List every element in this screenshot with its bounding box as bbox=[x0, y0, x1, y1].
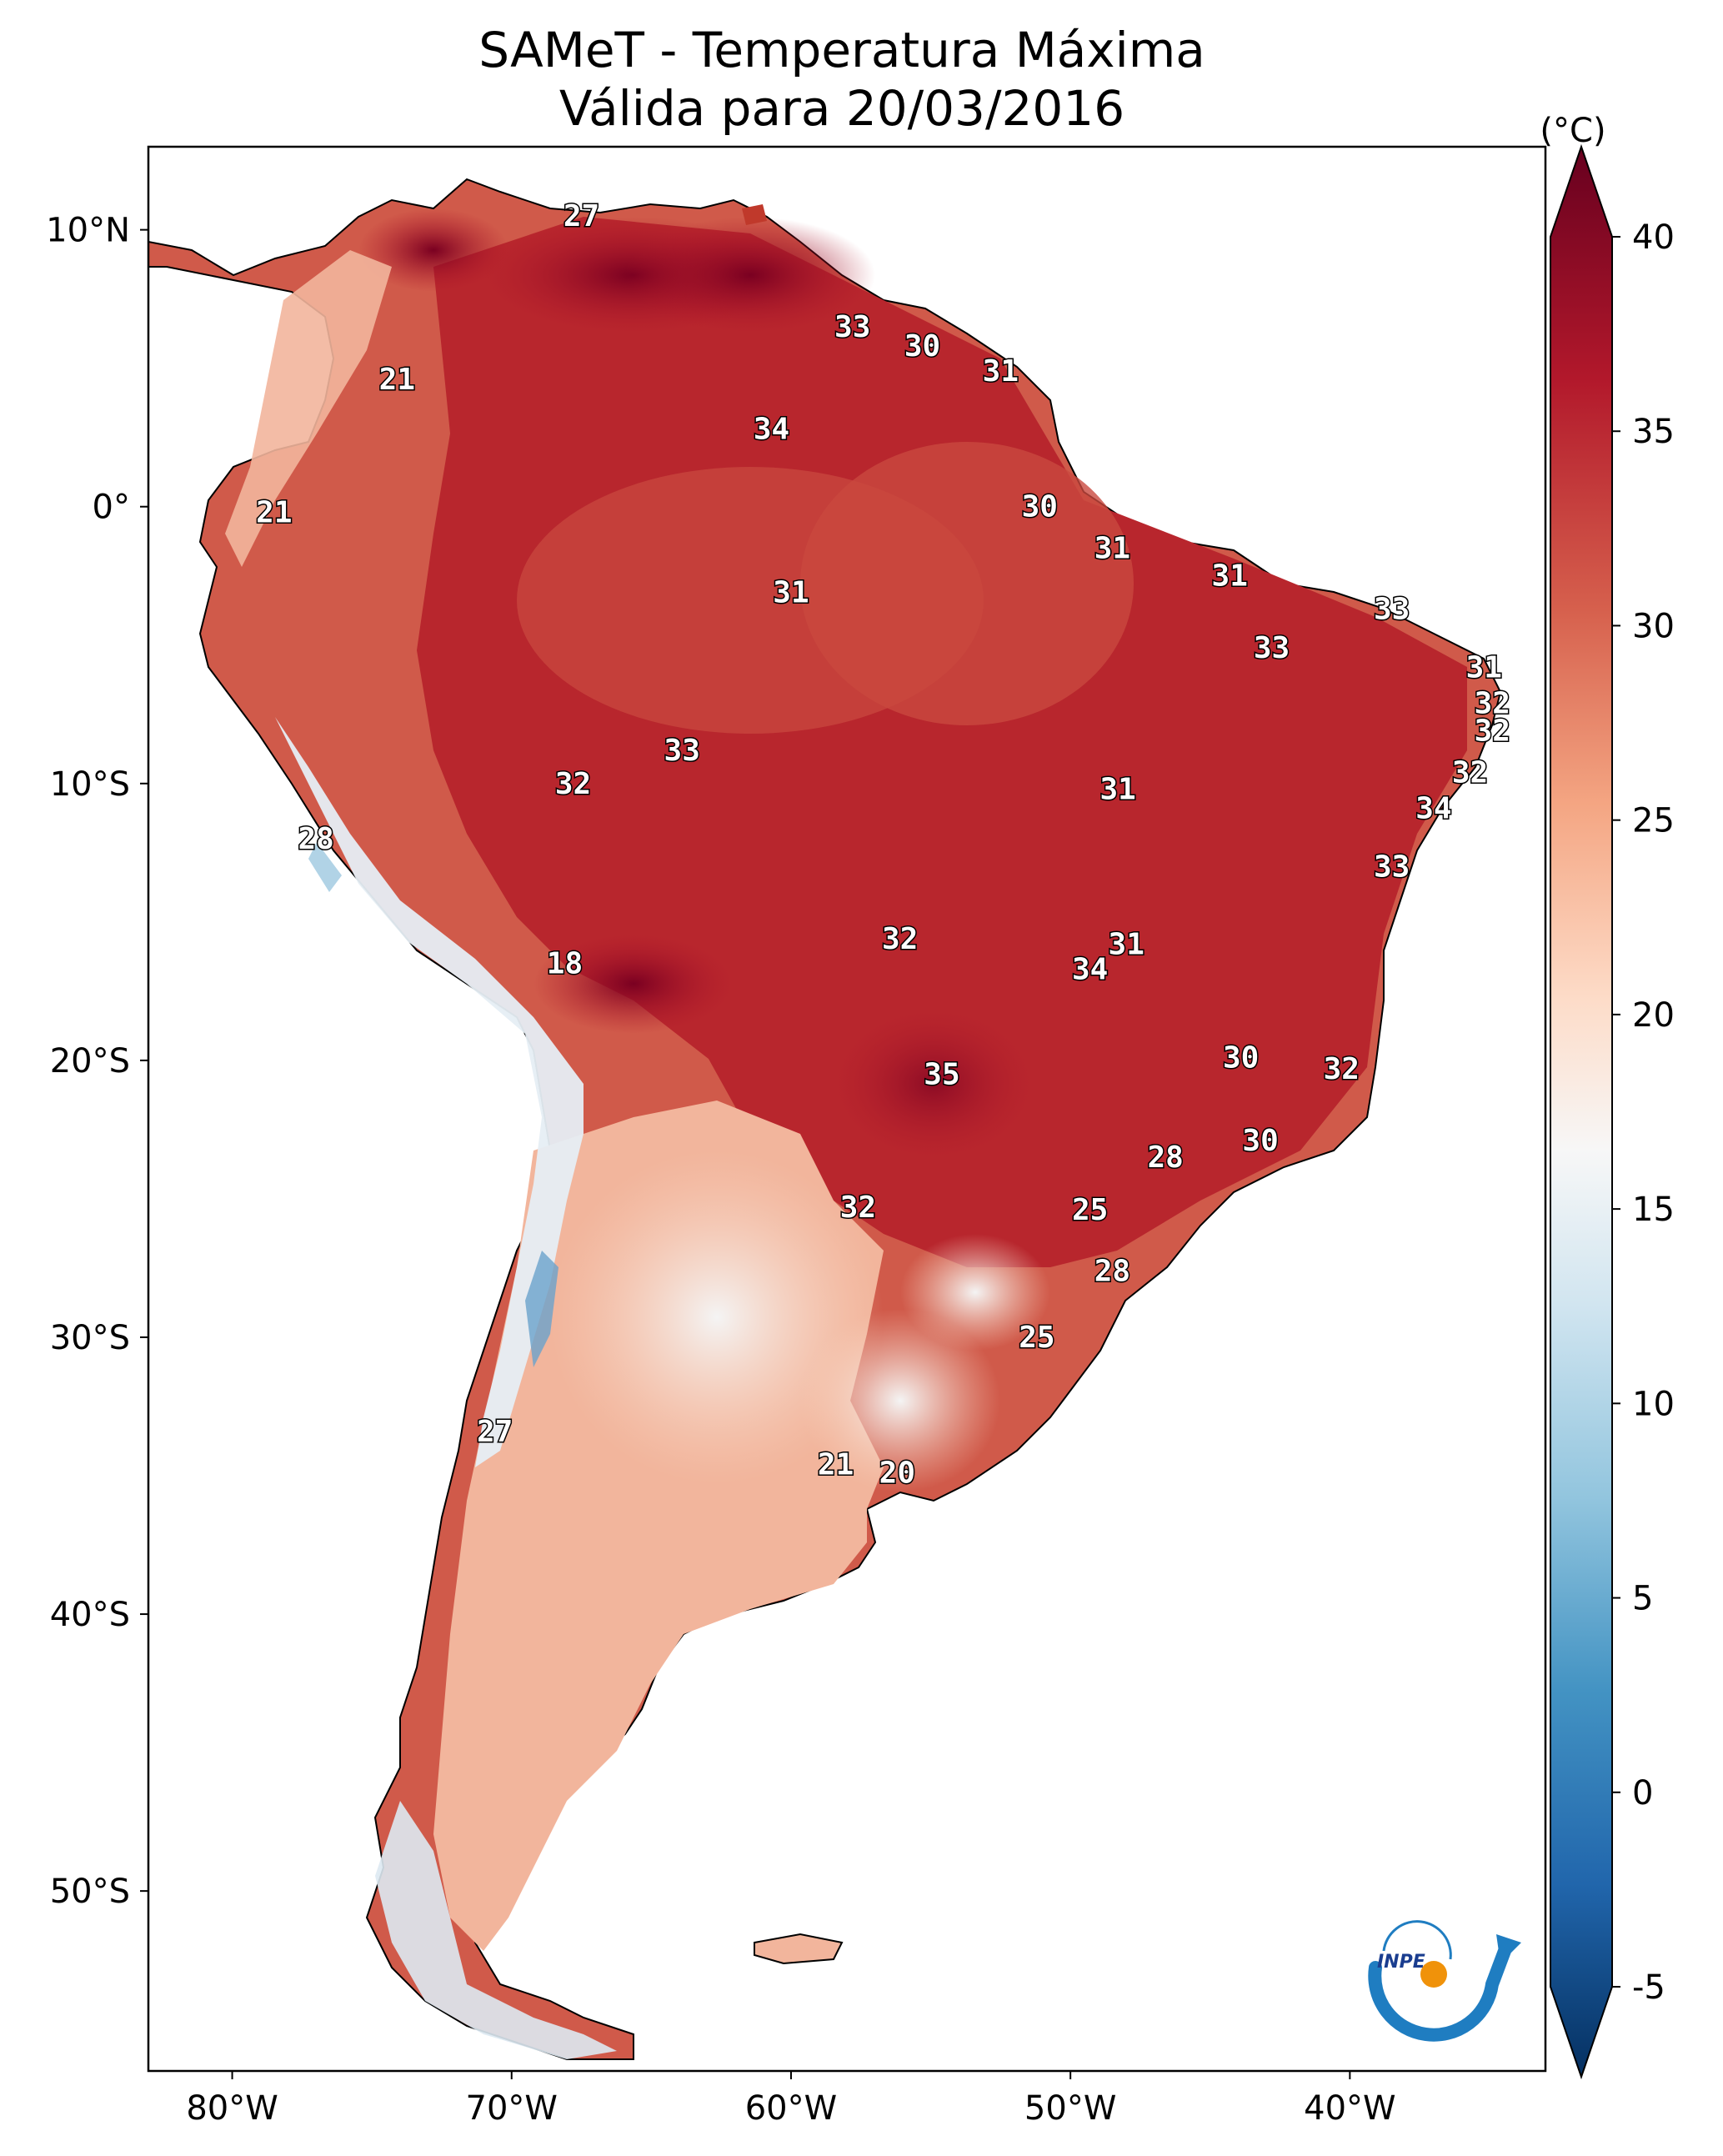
station-value-label: 32 bbox=[1475, 686, 1510, 720]
station-value-label: 31 bbox=[1099, 772, 1135, 806]
station-value-label: 33 bbox=[664, 734, 700, 768]
latitude-axis: 10°N 0° 10°S 20°S 30°S 40°S 50°S bbox=[46, 212, 148, 1911]
colorbar-tick-label: 15 bbox=[1632, 1191, 1675, 1229]
colorbar-tick-label: 30 bbox=[1632, 607, 1675, 645]
station-value-label: 32 bbox=[555, 767, 591, 801]
station-value-label: 32 bbox=[882, 922, 918, 956]
lat-tick-label: 10°N bbox=[46, 212, 130, 250]
station-value-label: 31 bbox=[983, 354, 1019, 389]
plot-border bbox=[147, 145, 1547, 2073]
lon-tick-label: 70°W bbox=[466, 2089, 558, 2128]
station-value-label: 30 bbox=[1022, 490, 1058, 524]
station-value-label: 34 bbox=[754, 413, 789, 447]
colorbar-bar bbox=[1550, 143, 1613, 2080]
station-value-label: 18 bbox=[547, 947, 583, 981]
station-value-label: 33 bbox=[1374, 593, 1410, 627]
station-value-label: 21 bbox=[818, 1448, 854, 1482]
lon-tick-label: 60°W bbox=[745, 2089, 837, 2128]
station-value-label: 34 bbox=[1415, 792, 1451, 826]
temperature-field bbox=[148, 178, 1502, 2060]
station-value-label: 33 bbox=[834, 310, 870, 344]
colorbar-tick-label: 5 bbox=[1632, 1580, 1653, 1618]
station-value-label: 30 bbox=[1242, 1124, 1278, 1158]
station-value-label: 33 bbox=[1374, 850, 1410, 884]
lon-tick-label: 50°W bbox=[1024, 2089, 1116, 2128]
inpe-logo-text: INPE bbox=[1377, 1952, 1425, 1973]
station-value-label: 32 bbox=[1324, 1052, 1360, 1086]
station-value-label: 31 bbox=[773, 576, 809, 610]
colorbar-tick-label: 20 bbox=[1632, 996, 1675, 1035]
colorbar-tick-label: 25 bbox=[1632, 802, 1675, 840]
lat-tick-label: 20°S bbox=[50, 1042, 130, 1081]
colorbar-tick-label: -5 bbox=[1632, 1968, 1665, 2007]
colorbar-tick-label: 0 bbox=[1632, 1774, 1653, 1813]
lon-tick-label: 40°W bbox=[1304, 2089, 1395, 2128]
station-value-label: 27 bbox=[563, 199, 599, 233]
colorbar-tick-label: 40 bbox=[1632, 218, 1675, 257]
station-value-label: 27 bbox=[477, 1415, 513, 1449]
station-value-label: 25 bbox=[1072, 1193, 1108, 1227]
station-value-label: 32 bbox=[1452, 756, 1488, 790]
map-title-line2: Válida para 20/03/2016 bbox=[559, 80, 1124, 137]
colorbar-tick-label: 10 bbox=[1632, 1385, 1675, 1423]
station-value-label: 21 bbox=[256, 495, 292, 529]
station-value-label: 33 bbox=[1254, 631, 1290, 665]
lat-tick-label: 10°S bbox=[50, 765, 130, 804]
station-value-label: 32 bbox=[1475, 714, 1510, 749]
station-value-label: 35 bbox=[924, 1057, 959, 1091]
station-value-label: 30 bbox=[1223, 1041, 1259, 1075]
station-value-label: 32 bbox=[840, 1191, 876, 1225]
station-value-label: 31 bbox=[1109, 927, 1144, 961]
station-value-label: 31 bbox=[1466, 650, 1502, 684]
station-value-label: 25 bbox=[1019, 1321, 1054, 1355]
lat-tick-label: 0° bbox=[93, 489, 130, 527]
station-value-label: 20 bbox=[879, 1457, 915, 1491]
station-value-label: 28 bbox=[1094, 1254, 1130, 1288]
lat-tick-label: 40°S bbox=[50, 1596, 130, 1634]
station-value-label: 31 bbox=[1094, 532, 1130, 566]
station-value-label: 30 bbox=[904, 329, 940, 364]
station-value-label: 34 bbox=[1072, 952, 1108, 986]
station-value-label: 28 bbox=[1147, 1141, 1183, 1175]
station-value-label: 21 bbox=[379, 363, 415, 397]
falkland-islands bbox=[754, 1933, 844, 1965]
lon-tick-label: 80°W bbox=[186, 2089, 278, 2128]
colorbar-tick-label: 35 bbox=[1632, 413, 1675, 451]
colorbar: (°C) 40 35 30 25 20 15 10 5 0 -5 bbox=[1540, 112, 1675, 2080]
longitude-axis: 80°W 70°W 60°W 50°W 40°W bbox=[186, 2071, 1396, 2128]
lat-tick-label: 50°S bbox=[50, 1873, 130, 1911]
lat-tick-label: 30°S bbox=[50, 1319, 130, 1357]
station-value-label: 28 bbox=[298, 822, 333, 856]
colorbar-unit-label: (°C) bbox=[1540, 112, 1605, 150]
map-title-line1: SAMeT - Temperatura Máxima bbox=[478, 22, 1205, 78]
inpe-logo: INPE bbox=[1368, 1920, 1521, 2042]
station-value-label: 31 bbox=[1212, 559, 1248, 594]
